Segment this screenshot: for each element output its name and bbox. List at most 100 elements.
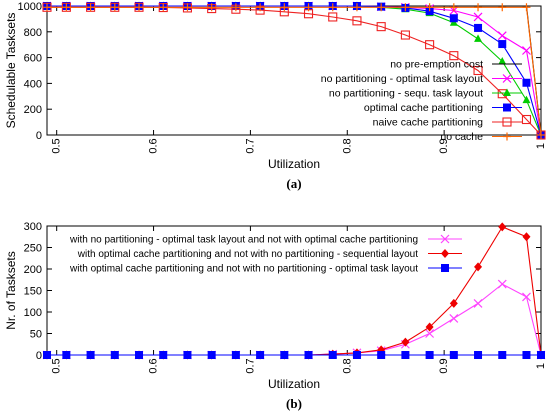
series-3 (43, 351, 545, 359)
x-tick-label: 1 (535, 363, 547, 369)
legend-label: no partitioning - sequ. task layout (329, 88, 483, 100)
x-tick-label: 0.5 (51, 138, 63, 153)
data-point (425, 3, 434, 12)
y-tick-label: 0 (36, 130, 42, 142)
data-point (328, 12, 338, 22)
data-point (43, 351, 51, 359)
legend-label: naive cache partitioning (373, 117, 483, 129)
data-point (425, 322, 434, 332)
data-point (449, 314, 459, 323)
legend-label: no pre-emption cost (390, 59, 483, 71)
legend-marker (503, 132, 511, 141)
data-point (473, 65, 483, 76)
data-point (497, 279, 507, 289)
y-axis-label: Schedulable Tasksets (4, 13, 18, 129)
data-point (135, 351, 144, 359)
data-point (474, 34, 483, 42)
data-point (498, 351, 507, 359)
data-point (401, 3, 410, 12)
series-line (47, 226, 542, 356)
x-tick-label: 0.9 (438, 138, 450, 153)
data-point (522, 46, 531, 55)
x-tick-label: 0.8 (341, 138, 353, 153)
x-tick-label: 0.8 (341, 358, 353, 373)
data-point (522, 292, 531, 302)
data-point (498, 56, 507, 65)
chart-a: Schedulable Tasksets Utilization (a) 0 20… (4, 1, 547, 191)
data-point (280, 3, 289, 12)
data-point (159, 3, 168, 12)
data-point (183, 351, 192, 359)
legend: with no partitioning - optimal task layo… (69, 235, 462, 275)
data-point (521, 114, 532, 125)
x-tick-label: 0.6 (148, 138, 160, 153)
data-point (328, 351, 337, 359)
data-point (537, 131, 545, 139)
x-tick-label: 0.6 (148, 358, 160, 373)
legend-label: no cache (440, 131, 483, 143)
data-point (231, 351, 240, 359)
y-tick-label: 300 (24, 221, 42, 233)
data-point (352, 16, 362, 26)
data-point (400, 30, 410, 40)
data-point (425, 351, 434, 359)
data-point (401, 351, 410, 359)
data-point (425, 40, 435, 50)
data-point (183, 3, 192, 12)
data-point (498, 40, 507, 49)
series-line (47, 5, 542, 136)
legend-marker (502, 117, 512, 127)
data-point (352, 3, 361, 12)
data-point (449, 51, 459, 61)
data-point (473, 298, 483, 308)
series-1 (42, 279, 546, 360)
legend-marker (503, 88, 511, 96)
data-point (522, 232, 531, 242)
legend: no pre-emption cost no partitioning - opt… (321, 59, 522, 143)
data-point (473, 12, 483, 22)
data-point (304, 351, 313, 359)
data-point (498, 222, 507, 232)
data-point (522, 3, 531, 12)
data-point (62, 3, 71, 12)
data-point (377, 351, 386, 359)
data-point (304, 3, 313, 12)
data-point (207, 351, 216, 359)
caption: (a) (286, 176, 301, 191)
chart-b: Nr. of Tasksets Utilization (b) 0 50 100 15… (4, 221, 547, 411)
x-tick-label: 0.7 (244, 138, 256, 153)
y-tick-label: 250 (24, 243, 42, 255)
y-tick-label: 200 (24, 264, 42, 276)
data-point (498, 3, 507, 12)
data-point (376, 22, 386, 32)
data-point (280, 351, 289, 359)
data-point (474, 23, 483, 32)
data-point (522, 95, 531, 104)
data-point (135, 3, 144, 12)
x-tick-label: 0.7 (244, 358, 256, 373)
data-point (449, 14, 458, 23)
series-line (47, 6, 542, 136)
data-point (401, 337, 410, 347)
legend-marker (502, 74, 512, 83)
data-point (207, 3, 216, 12)
y-tick-label: 0 (36, 350, 42, 362)
data-point (474, 262, 483, 272)
data-point (328, 3, 337, 12)
data-point (522, 78, 531, 87)
x-tick-label: 1 (535, 143, 547, 149)
caption: (b) (286, 396, 302, 411)
y-tick-label: 200 (24, 104, 42, 116)
legend-marker (441, 264, 449, 272)
legend-marker (440, 234, 450, 244)
data-point (159, 351, 168, 359)
data-point (474, 351, 483, 359)
legend-label: with optimal cache partitioning and not … (77, 249, 418, 260)
y-tick-label: 50 (30, 329, 42, 341)
data-point (474, 3, 483, 12)
data-point (62, 351, 71, 359)
legend-label: optimal cache partitioning (364, 102, 483, 114)
legend-marker (503, 103, 511, 112)
data-point (449, 298, 458, 308)
